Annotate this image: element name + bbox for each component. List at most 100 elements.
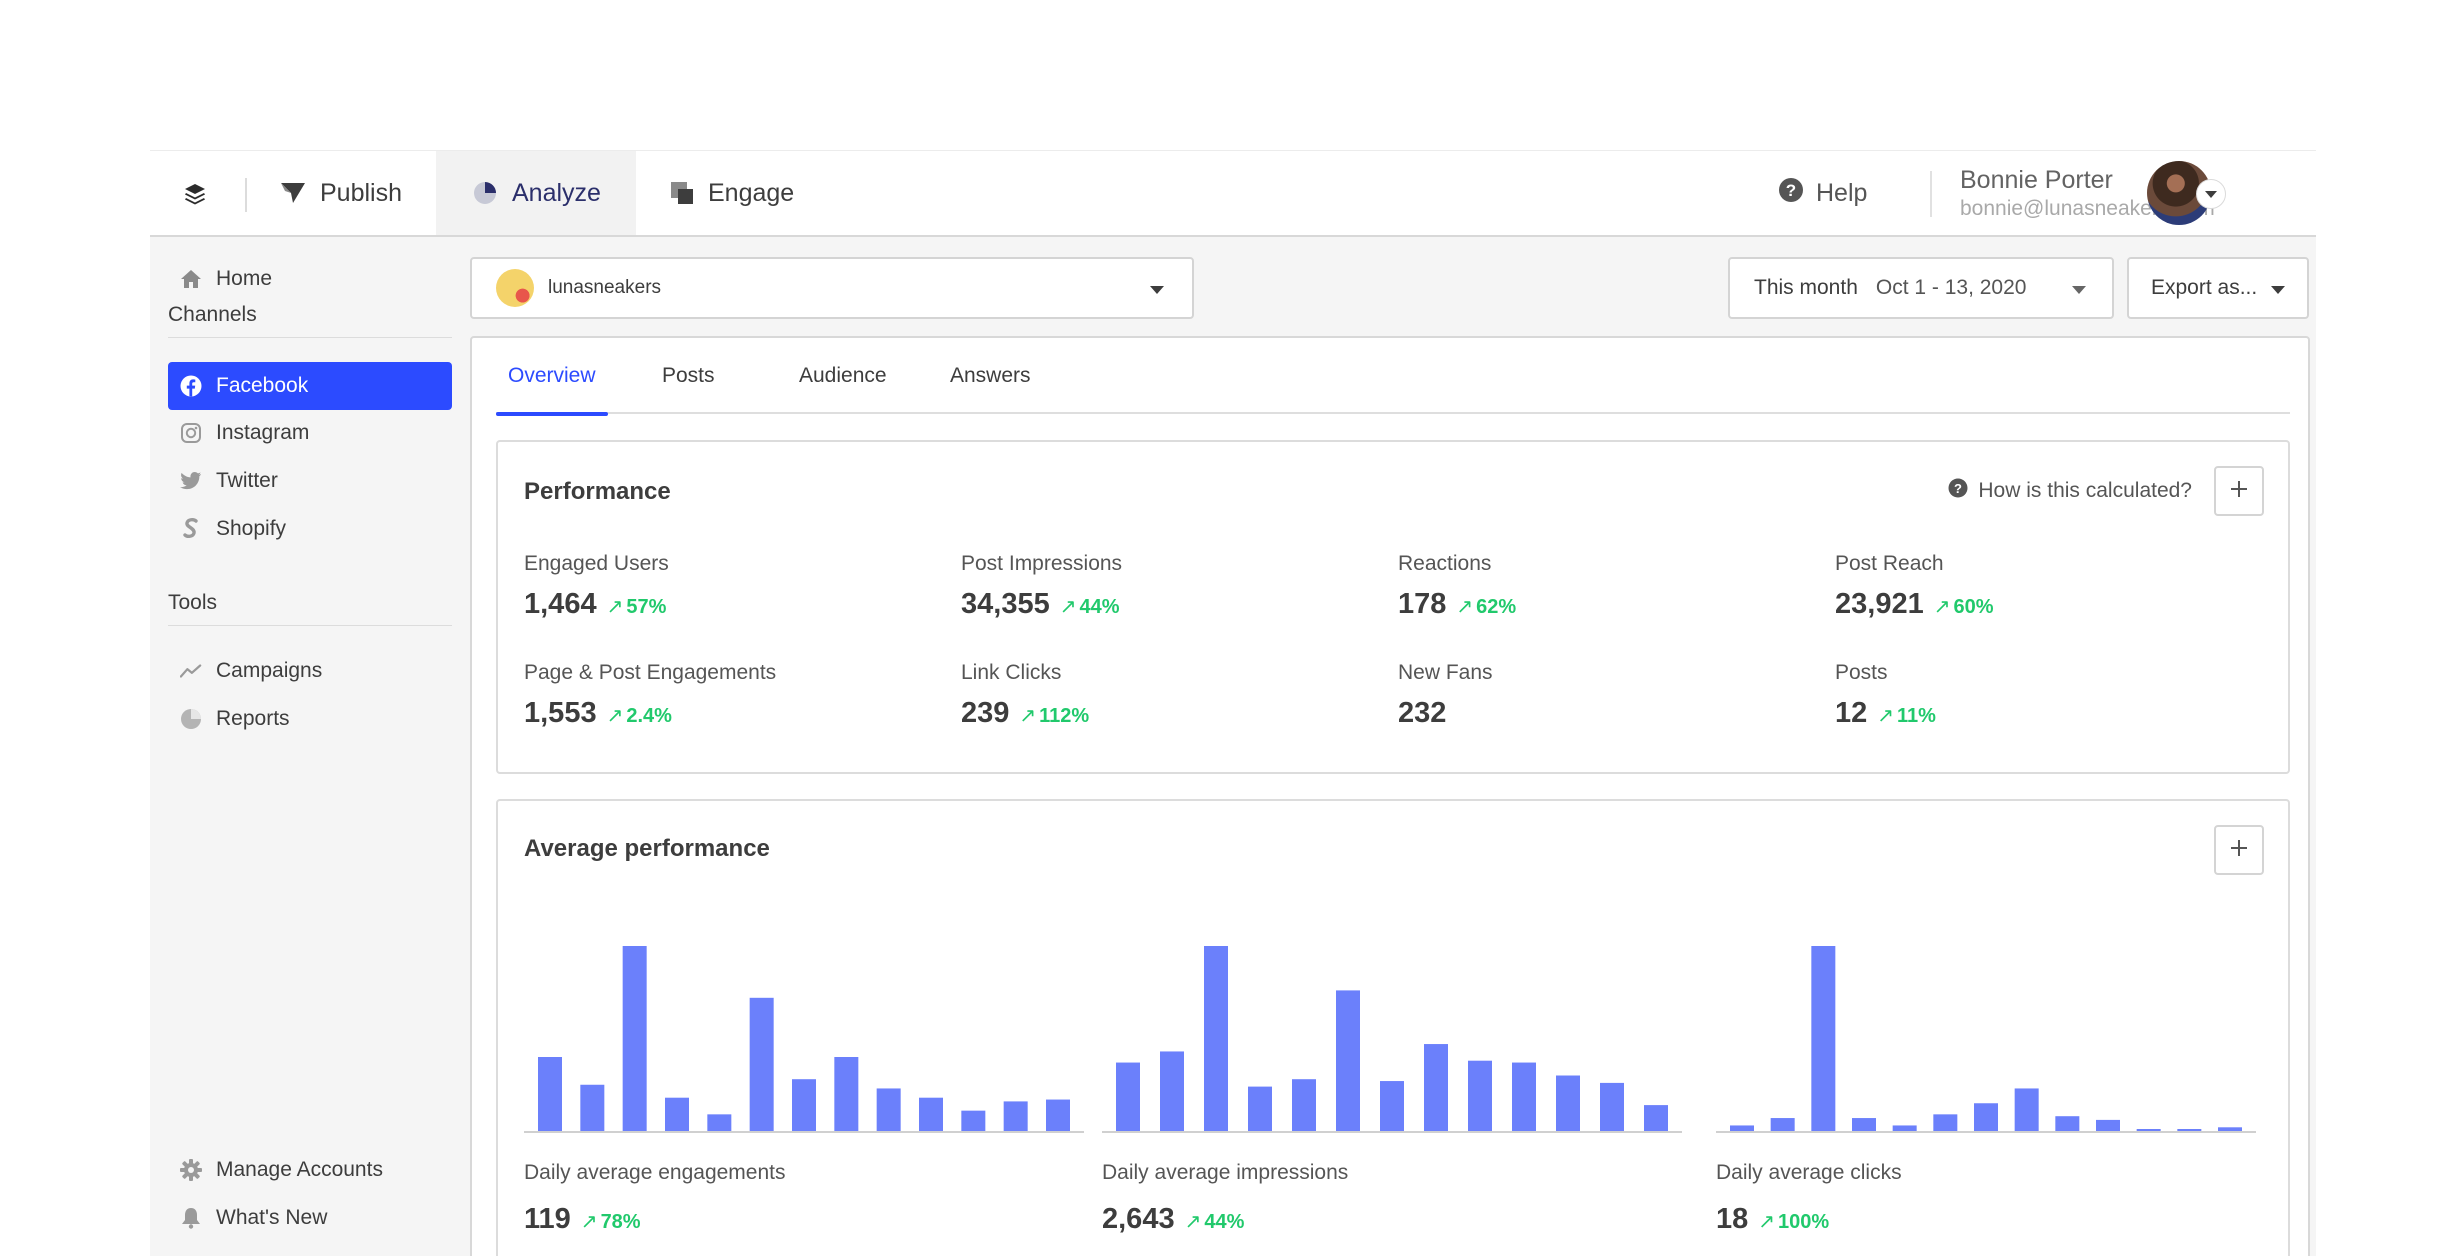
clicks-chart-block: Daily average clicks 18 ↗ 100% [1716,911,2256,1251]
export-button[interactable]: Export as... [2127,257,2309,319]
arrow-up-right-icon: ↗ [1059,596,1077,618]
tab-analyze[interactable]: Analyze [436,151,636,235]
sidebar-item-campaigns[interactable]: Campaigns [168,647,452,695]
gear-icon [180,1159,202,1181]
arrow-up-right-icon: ↗ [580,1211,598,1233]
buffer-logo-icon[interactable] [172,171,218,217]
sidebar-item-label: Shopify [216,517,287,540]
publish-icon [280,181,306,205]
chart-bar [707,1114,732,1131]
how-calculated-link[interactable]: ? How is this calculated? [1948,478,2192,504]
chart-change: ↗ 100% [1758,1211,1830,1233]
metric-link-clicks: Link Clicks 239 ↗ 112% [961,661,1381,730]
date-range: Oct 1 - 13, 2020 [1875,276,2027,299]
sidebar-item-shopify[interactable]: Shopify [168,505,452,553]
date-preset: This month [1754,276,1858,299]
chart-bar [1556,1075,1580,1131]
analyze-icon [472,180,498,206]
sidebar-item-home[interactable]: Home [168,255,452,303]
sidebar-item-label: Manage Accounts [216,1158,383,1181]
chart-bar [1292,1079,1316,1131]
sidebar-item-facebook[interactable]: Facebook [168,362,452,410]
reports-icon [180,708,202,730]
sidebar-item-manage-accounts[interactable]: Manage Accounts [168,1146,452,1194]
campaigns-icon [180,660,202,682]
tab-audience[interactable]: Audience [799,364,887,387]
chart-change: ↗ 44% [1184,1211,1245,1233]
tools-heading: Tools [168,591,452,626]
metric-label: Link Clicks [961,661,1062,684]
tab-overview[interactable]: Overview [496,338,608,416]
arrow-up-right-icon: ↗ [1019,705,1037,727]
chart-bar [2218,1127,2242,1131]
sidebar-item-reports[interactable]: Reports [168,695,452,743]
sidebar-item-instagram[interactable]: Instagram [168,409,452,457]
tab-engage[interactable]: Engage [670,151,820,235]
chart-bar [876,1088,901,1131]
chart-label: Daily average impressions [1102,1161,1349,1184]
sidebar-item-label: What's New [216,1206,328,1229]
svg-text:?: ? [1954,481,1962,496]
chart-bar [2177,1129,2202,1131]
metric-label: Engaged Users [524,552,669,575]
sidebar-item-whats-new[interactable]: What's New [168,1194,452,1242]
chart-bar [2014,1088,2039,1131]
channels-heading: Channels [168,303,452,338]
add-average-performance-button[interactable] [2214,825,2264,875]
metric-value: 1,464 [524,588,597,620]
app-window: Publish Analyze Engage ? Help Bonnie Por… [150,150,2316,1256]
chart-value: 18 [1716,1203,1749,1235]
help-label: Help [1816,178,1868,207]
sidebar: Home Channels Facebook Instagram Twitter… [150,237,452,1256]
analytics-tabs: Overview Posts Audience Answers [496,338,2290,416]
help-button[interactable]: ? Help [1778,151,1867,235]
metric-value: 232 [1398,697,1447,729]
chart-bar [1116,1062,1140,1131]
metric-change: ↗ 60% [1933,596,1994,618]
metric-change: ↗ 11% [1877,705,1936,727]
metric-change: ↗ 44% [1059,596,1120,618]
nav-divider [245,178,247,212]
tab-posts[interactable]: Posts [662,364,715,387]
metric-value: 23,921 [1835,588,1924,620]
chevron-down-icon [2072,286,2086,294]
date-range-picker[interactable]: This month Oct 1 - 13, 2020 [1728,257,2114,319]
help-icon: ? [1778,177,1804,210]
chart-bar [1644,1105,1668,1131]
add-performance-button[interactable] [2214,466,2264,516]
metric-change: ↗ 2.4% [606,705,672,727]
metric-engaged-users: Engaged Users 1,464 ↗ 57% [524,552,944,621]
engagements-bar-chart [524,946,1084,1133]
chart-bar [1974,1103,1998,1131]
chevron-down-icon [1150,286,1164,294]
instagram-icon [180,422,202,444]
chart-label: Daily average engagements [524,1161,786,1184]
chart-bar [1811,946,1836,1131]
user-divider [1930,171,1932,217]
how-calculated-label: How is this calculated? [1978,479,2192,502]
account-menu-button[interactable] [2196,179,2226,209]
account-name: lunasneakers [548,277,662,298]
chart-label: Daily average clicks [1716,1161,1902,1184]
metric-label: Page & Post Engagements [524,661,777,684]
performance-title: Performance [524,478,671,505]
tab-answers[interactable]: Answers [950,364,1031,387]
average-performance-card: Average performance Daily average engage… [496,799,2290,1256]
chart-bar [961,1110,986,1131]
top-nav: Publish Analyze Engage ? Help Bonnie Por… [150,151,2316,237]
average-performance-title: Average performance [524,835,770,862]
chart-bar [2096,1119,2120,1131]
sidebar-item-twitter[interactable]: Twitter [168,457,452,505]
chart-bar [2055,1116,2080,1131]
impressions-bar-chart [1102,946,1682,1133]
user-name: Bonnie Porter [1960,166,2113,194]
account-selector[interactable]: lunasneakers [470,257,1194,319]
chart-bar [1852,1118,1876,1131]
chart-bar [1160,1051,1184,1131]
tab-publish[interactable]: Publish [280,151,430,235]
arrow-up-right-icon: ↗ [1758,1211,1776,1233]
metric-label: Reactions [1398,552,1492,575]
metric-change: ↗ 57% [606,596,667,618]
chart-bar [1046,1099,1070,1131]
impressions-chart-block: Daily average impressions 2,643 ↗ 44% [1102,911,1682,1251]
